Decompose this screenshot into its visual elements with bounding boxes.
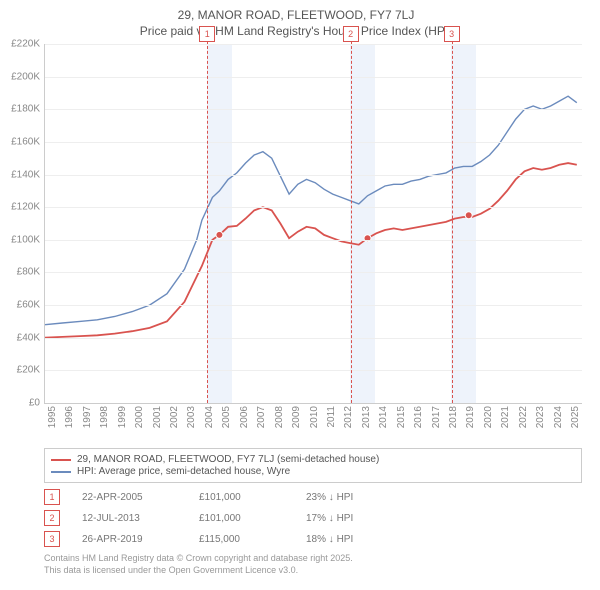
x-tick-label: 2019 [465, 406, 476, 428]
legend-row-price: 29, MANOR ROAD, FLEETWOOD, FY7 7LJ (semi… [51, 454, 575, 465]
event-diff: 17% ↓ HPI [306, 513, 353, 524]
x-axis-labels: 1995 1996 1997 1998 1999 2000 2001 2002 2003 2004… [44, 404, 582, 444]
y-tick-label: £80K [17, 267, 40, 278]
x-tick-label: 2023 [535, 406, 546, 428]
y-tick-label: £220K [11, 39, 40, 50]
chart-container: 29, MANOR ROAD, FLEETWOOD, FY7 7LJ Price… [0, 0, 600, 590]
event-row: 3 26-APR-2019 £115,000 18% ↓ HPI [44, 531, 582, 547]
x-tick-label: 2002 [169, 406, 180, 428]
x-tick-label: 2016 [413, 406, 424, 428]
footer-attribution: Contains HM Land Registry data © Crown c… [44, 553, 582, 576]
legend-label-price: 29, MANOR ROAD, FLEETWOOD, FY7 7LJ (semi… [77, 454, 379, 465]
x-tick-label: 2001 [152, 406, 163, 428]
y-tick-label: £100K [11, 234, 40, 245]
x-tick-label: 2011 [326, 406, 337, 428]
event-price: £101,000 [199, 492, 284, 503]
x-tick-label: 2005 [221, 406, 232, 428]
chart-plot: £0£20K£40K£60K£80K£100K£120K£140K£160K£1… [44, 44, 582, 404]
event-marker: 2 [44, 510, 60, 526]
vline-marker: 2 [343, 26, 359, 42]
event-row: 1 22-APR-2005 £101,000 23% ↓ HPI [44, 489, 582, 505]
x-tick-label: 2003 [186, 406, 197, 428]
x-tick-label: 2013 [361, 406, 372, 428]
event-date: 12-JUL-2013 [82, 513, 177, 524]
x-tick-label: 2020 [483, 406, 494, 428]
vline-marker: 3 [444, 26, 460, 42]
y-tick-label: £20K [17, 365, 40, 376]
y-tick-label: £60K [17, 300, 40, 311]
x-tick-label: 2010 [309, 406, 320, 428]
x-tick-label: 2024 [553, 406, 564, 428]
chart-titles: 29, MANOR ROAD, FLEETWOOD, FY7 7LJ Price… [6, 8, 586, 38]
event-diff: 18% ↓ HPI [306, 534, 353, 545]
event-marker: 1 [44, 489, 60, 505]
x-tick-label: 2017 [431, 406, 442, 428]
event-row: 2 12-JUL-2013 £101,000 17% ↓ HPI [44, 510, 582, 526]
x-tick-label: 2022 [518, 406, 529, 428]
y-axis-labels: £0£20K£40K£60K£80K£100K£120K£140K£160K£1… [4, 44, 40, 404]
x-tick-label: 2009 [291, 406, 302, 428]
x-tick-label: 2006 [239, 406, 250, 428]
sale-dot [465, 212, 472, 219]
x-tick-label: 1995 [47, 406, 58, 428]
x-tick-label: 1997 [82, 406, 93, 428]
x-tick-label: 2021 [500, 406, 511, 428]
event-table: 1 22-APR-2005 £101,000 23% ↓ HPI 2 12-JUL-201… [44, 489, 582, 547]
title-address: 29, MANOR ROAD, FLEETWOOD, FY7 7LJ [6, 8, 586, 22]
y-tick-label: £200K [11, 71, 40, 82]
legend-row-hpi: HPI: Average price, semi-detached house,… [51, 466, 575, 477]
x-tick-label: 2012 [343, 406, 354, 428]
y-tick-label: £160K [11, 136, 40, 147]
chart-svg [45, 44, 582, 403]
series-hpi [45, 96, 577, 325]
event-marker: 3 [44, 531, 60, 547]
x-tick-label: 2018 [448, 406, 459, 428]
event-diff: 23% ↓ HPI [306, 492, 353, 503]
legend: 29, MANOR ROAD, FLEETWOOD, FY7 7LJ (semi… [44, 448, 582, 483]
x-tick-label: 1996 [64, 406, 75, 428]
y-tick-label: £120K [11, 202, 40, 213]
y-tick-label: £140K [11, 169, 40, 180]
x-tick-label: 2008 [274, 406, 285, 428]
title-subtitle: Price paid vs. HM Land Registry's House … [6, 24, 586, 38]
event-price: £115,000 [199, 534, 284, 545]
y-tick-label: £0 [29, 398, 40, 409]
series-price_paid [45, 163, 577, 338]
x-tick-label: 1998 [99, 406, 110, 428]
x-tick-label: 2014 [378, 406, 389, 428]
legend-swatch-price [51, 459, 71, 461]
y-tick-label: £40K [17, 332, 40, 343]
event-price: £101,000 [199, 513, 284, 524]
sale-dot [216, 231, 223, 238]
vline-marker: 1 [199, 26, 215, 42]
event-date: 22-APR-2005 [82, 492, 177, 503]
x-tick-label: 2000 [134, 406, 145, 428]
x-tick-label: 2025 [570, 406, 581, 428]
x-tick-label: 2007 [256, 406, 267, 428]
legend-swatch-hpi [51, 471, 71, 473]
x-tick-label: 2015 [396, 406, 407, 428]
x-tick-label: 2004 [204, 406, 215, 428]
event-date: 26-APR-2019 [82, 534, 177, 545]
plot-area: 123 [44, 44, 582, 404]
x-tick-label: 1999 [117, 406, 128, 428]
legend-label-hpi: HPI: Average price, semi-detached house,… [77, 466, 290, 477]
footer-line1: Contains HM Land Registry data © Crown c… [44, 553, 582, 565]
footer-line2: This data is licensed under the Open Gov… [44, 565, 582, 577]
y-tick-label: £180K [11, 104, 40, 115]
